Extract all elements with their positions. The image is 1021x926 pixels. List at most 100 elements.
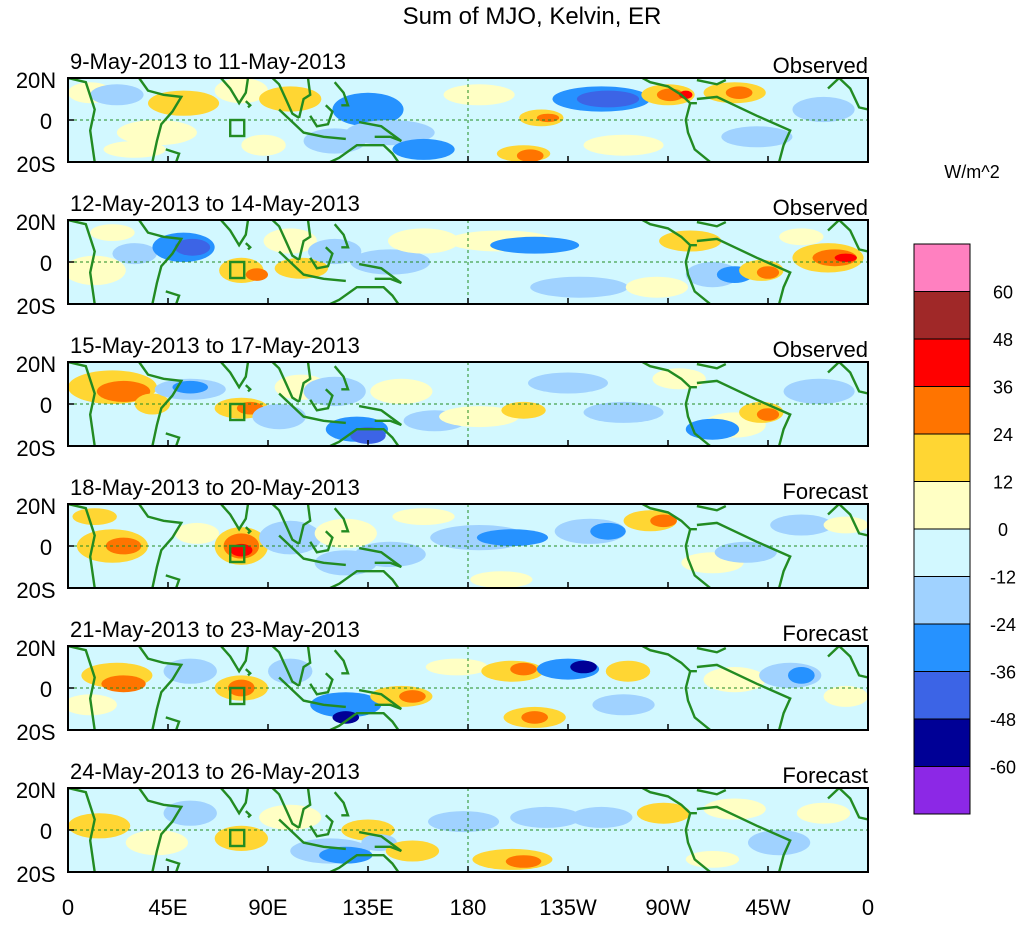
panel-date-range: 12-May-2013 to 14-May-2013	[70, 191, 360, 216]
anomaly-contour	[116, 120, 197, 146]
colorbar-swatch	[913, 338, 971, 387]
coastline	[827, 78, 868, 111]
colorbar-label: -12	[990, 568, 1016, 588]
anomaly-contour	[443, 84, 515, 106]
coastline	[684, 528, 711, 588]
coastline	[270, 78, 300, 119]
coastline	[827, 504, 868, 537]
anomaly-contour	[112, 243, 157, 265]
coastline	[696, 805, 792, 872]
coastline	[244, 526, 252, 535]
anomaly-contour	[796, 802, 851, 824]
coastline	[696, 663, 792, 730]
coastline	[309, 672, 334, 696]
anomaly-contour	[268, 658, 313, 684]
coastline	[309, 388, 334, 412]
panel-status: Forecast	[782, 763, 868, 788]
anomaly-field	[68, 224, 864, 298]
anomaly-contour	[90, 224, 135, 242]
coastline	[270, 504, 300, 545]
coastline	[68, 362, 96, 446]
anomaly-contour	[770, 514, 833, 536]
anomaly-contour	[370, 378, 433, 404]
coastline	[696, 78, 727, 86]
y-axis-label: 20N	[16, 494, 56, 519]
colorbar-label: 12	[993, 473, 1013, 493]
coastline	[219, 220, 252, 248]
anomaly-contour	[259, 86, 322, 112]
coastline	[327, 854, 400, 872]
coastline	[358, 262, 403, 285]
anomaly-contour	[263, 228, 317, 254]
coastline	[327, 144, 400, 162]
coastline	[297, 78, 312, 119]
x-axis-label: 45E	[148, 895, 187, 920]
x-axis: 0 45E 90E 135E 180 135W 90W 45W 0	[62, 895, 874, 920]
coastline	[297, 788, 312, 829]
x-axis-label: 135E	[342, 895, 393, 920]
anomaly-contour	[214, 825, 268, 852]
y-axis-label: 20N	[16, 210, 56, 235]
x-axis-label: 90W	[645, 895, 690, 920]
panel-date-range: 18-May-2013 to 20-May-2013	[70, 475, 360, 500]
anomaly-contour	[703, 667, 766, 693]
anomaly-contour	[756, 408, 780, 421]
anomaly-contour	[90, 84, 144, 106]
coastline	[165, 574, 181, 588]
coastline	[333, 81, 350, 107]
coastline	[278, 676, 346, 709]
anomaly-contour	[650, 514, 677, 528]
coastlines	[68, 362, 868, 446]
coastline	[68, 220, 96, 304]
anomaly-contour	[399, 690, 426, 703]
anomaly-contour	[605, 660, 651, 682]
coastline	[684, 670, 711, 730]
coastline	[696, 362, 727, 370]
coastline	[309, 814, 334, 838]
coastlines	[68, 788, 868, 872]
anomaly-contour	[583, 401, 664, 423]
y-axis-label: 20S	[16, 152, 55, 177]
anomaly-contour	[756, 266, 780, 279]
coastline	[219, 646, 252, 674]
colorbar-label: 48	[993, 330, 1013, 350]
panel-status: Observed	[773, 53, 868, 78]
coastline	[696, 504, 727, 512]
anomaly-contour	[779, 228, 824, 246]
map-panel: 9-May-2013 to 11-May-2013 Observed 20N 0 20S	[16, 49, 869, 177]
coastline	[138, 78, 184, 162]
anomaly-contour	[590, 522, 626, 540]
coastline	[270, 362, 300, 403]
coastline	[333, 365, 350, 391]
anomaly-contour	[592, 694, 655, 716]
anomaly-contour	[72, 508, 117, 525]
coastline	[278, 534, 346, 567]
coastlines	[68, 78, 868, 162]
coastline	[696, 521, 792, 588]
map-panel: 21-May-2013 to 23-May-2013 Forecast 20N 0 20…	[16, 617, 869, 745]
coastline	[639, 646, 697, 673]
y-axis-label: 20S	[16, 578, 55, 603]
anomaly-contour	[570, 806, 633, 828]
colorbar-swatch	[913, 528, 971, 577]
coastline	[219, 362, 252, 390]
anomaly-contour	[252, 404, 306, 430]
colorbar-swatch	[913, 576, 971, 625]
anomaly-contour	[439, 406, 520, 428]
coastline	[68, 78, 96, 162]
coastline	[333, 223, 350, 249]
coastline	[278, 108, 346, 141]
panel-date-range: 24-May-2013 to 26-May-2013	[70, 759, 360, 784]
panel-status: Observed	[773, 337, 868, 362]
anomaly-contour	[721, 126, 793, 148]
y-axis-label: 0	[40, 393, 52, 418]
panel-date-range: 15-May-2013 to 17-May-2013	[70, 333, 360, 358]
coastlines	[68, 504, 868, 588]
map-panel: 18-May-2013 to 20-May-2013 Forecast 20N 0 20…	[16, 475, 869, 603]
anomaly-contour	[96, 380, 151, 402]
coastline	[327, 428, 400, 446]
anomaly-contour	[834, 253, 857, 262]
anomaly-contour	[101, 675, 146, 693]
anomaly-contour	[172, 380, 209, 394]
